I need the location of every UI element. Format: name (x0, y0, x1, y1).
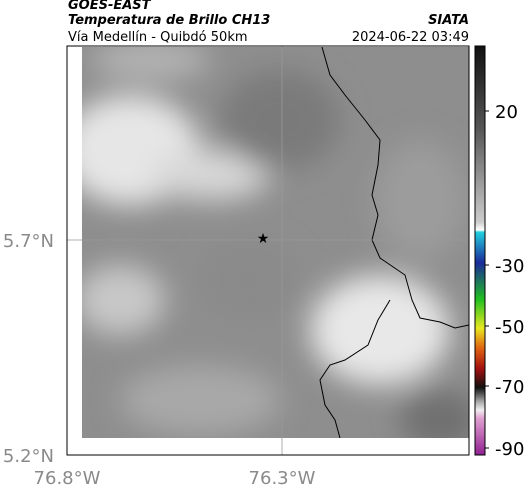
lon-tick: 76.8°W (34, 468, 101, 489)
lat-tick: 5.2°N (3, 446, 54, 467)
colorbar (474, 45, 486, 456)
satellite-image (82, 47, 469, 438)
lat-tick: 5.7°N (3, 231, 54, 252)
colorbar-label: -50 (495, 317, 524, 338)
colorbar-label: -90 (495, 439, 524, 460)
lon-tick: 76.3°W (249, 468, 316, 489)
product: Temperatura de Brillo CH13 (68, 13, 270, 28)
colorbar-label: -30 (495, 256, 524, 277)
datetime: 2024-06-22 03:49 (352, 30, 469, 45)
colorbar-label: -70 (495, 377, 524, 398)
region: Vía Medellín - Quibdó 50km (68, 30, 248, 45)
source: SIATA (428, 13, 469, 28)
satellite: GOES-EAST (68, 0, 152, 13)
location-star: ★ (257, 231, 270, 247)
colorbar-label: 20 (495, 102, 518, 123)
